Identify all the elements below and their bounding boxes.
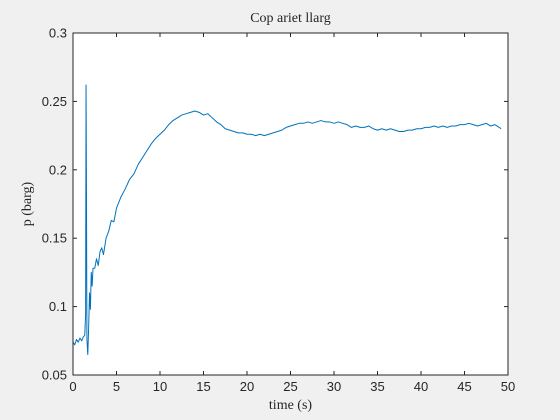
- series-layer: [72, 84, 502, 355]
- y-ticks: 0.05 0.1 0.15 0.2 0.25 0.3: [42, 26, 508, 383]
- y-tick-label-1: 0.1: [49, 299, 67, 314]
- x-tick-label-8: 40: [414, 379, 428, 394]
- x-tick-label-6: 30: [327, 379, 341, 394]
- x-ticks: 0 5 10 15 20 25 30 35 40 45 50: [69, 33, 515, 394]
- x-tick-label-2: 10: [153, 379, 167, 394]
- series-line-0: [72, 84, 502, 355]
- y-tick-label-3: 0.2: [49, 162, 67, 177]
- x-tick-label-1: 5: [113, 379, 120, 394]
- x-tick-label-5: 25: [283, 379, 297, 394]
- chart-title: Cop ariet llarg: [250, 11, 331, 26]
- y-tick-label-4: 0.25: [42, 94, 67, 109]
- x-tick-label-10: 50: [501, 379, 515, 394]
- x-tick-label-4: 20: [240, 379, 254, 394]
- y-axis-label: p (barg): [20, 181, 35, 226]
- x-tick-label-7: 35: [370, 379, 384, 394]
- plot-area: [73, 33, 508, 375]
- x-tick-label-0: 0: [69, 379, 76, 394]
- y-tick-label-2: 0.15: [42, 231, 67, 246]
- y-tick-label-0: 0.05: [42, 368, 67, 383]
- x-axis-label: time (s): [269, 398, 312, 413]
- x-tick-label-3: 15: [196, 379, 210, 394]
- x-tick-label-9: 45: [457, 379, 471, 394]
- y-tick-label-5: 0.3: [49, 26, 67, 41]
